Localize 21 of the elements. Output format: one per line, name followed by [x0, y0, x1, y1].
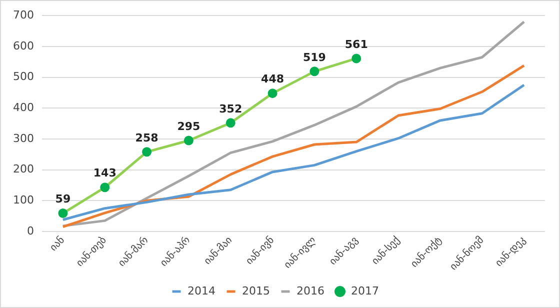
y-tick-label: 200	[12, 162, 34, 176]
data-label: 258	[135, 131, 158, 144]
data-label: 59	[55, 192, 71, 206]
data-label: 519	[302, 50, 326, 64]
y-tick-label: 300	[12, 132, 34, 145]
y-tick-label: 500	[12, 70, 34, 84]
y-tick-label: 400	[12, 100, 34, 114]
legend-label: 2016	[296, 284, 324, 298]
y-tick-label: 100	[12, 194, 34, 206]
legend-label: 2014	[188, 284, 216, 298]
data-label: 448	[261, 72, 284, 86]
data-label: 561	[344, 38, 368, 51]
legend-label: 2015	[242, 284, 270, 298]
data-label: 143	[93, 166, 116, 180]
y-tick-label: 0	[26, 224, 34, 238]
data-label: 295	[177, 120, 200, 133]
legend-label: 2017	[350, 284, 379, 298]
y-tick-label: 600	[12, 39, 34, 52]
y-tick-label: 700	[12, 8, 34, 22]
data-label: 352	[219, 102, 242, 116]
x-tick-label: იან	[47, 234, 67, 254]
